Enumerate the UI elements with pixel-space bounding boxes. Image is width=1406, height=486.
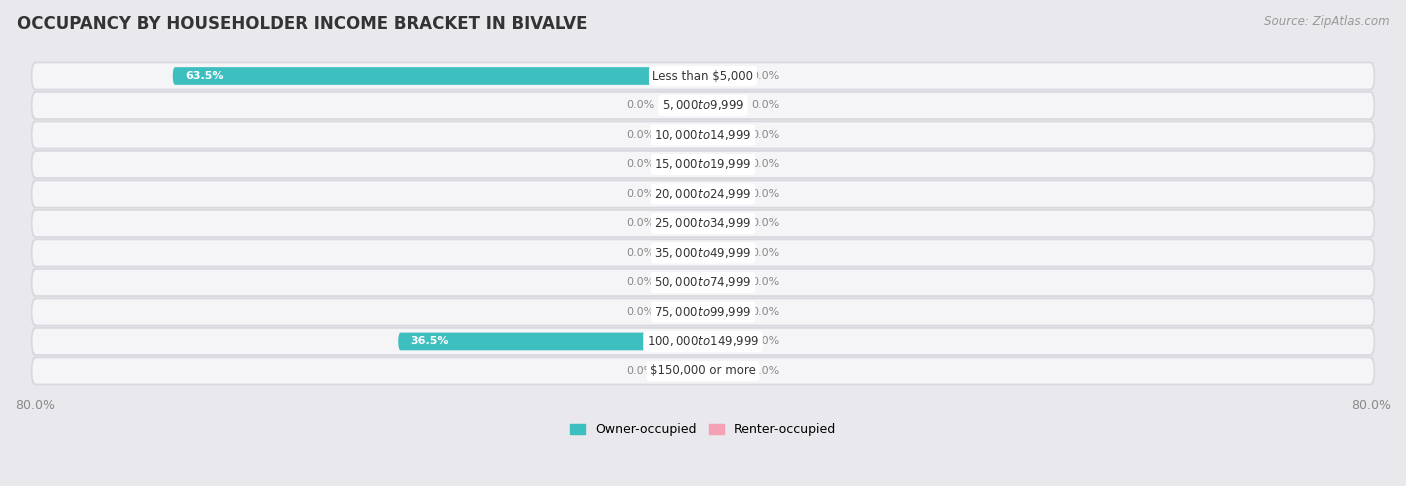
FancyBboxPatch shape	[32, 181, 1374, 207]
Text: 0.0%: 0.0%	[751, 248, 780, 258]
Text: $15,000 to $19,999: $15,000 to $19,999	[654, 157, 752, 172]
FancyBboxPatch shape	[703, 362, 745, 380]
Text: $5,000 to $9,999: $5,000 to $9,999	[662, 99, 744, 112]
FancyBboxPatch shape	[703, 67, 745, 85]
FancyBboxPatch shape	[398, 332, 703, 350]
FancyBboxPatch shape	[703, 274, 745, 291]
FancyBboxPatch shape	[703, 303, 745, 321]
Text: 0.0%: 0.0%	[626, 307, 655, 317]
FancyBboxPatch shape	[661, 215, 703, 232]
FancyBboxPatch shape	[661, 156, 703, 174]
Text: 0.0%: 0.0%	[751, 101, 780, 110]
FancyBboxPatch shape	[703, 126, 745, 144]
Legend: Owner-occupied, Renter-occupied: Owner-occupied, Renter-occupied	[565, 418, 841, 441]
FancyBboxPatch shape	[31, 297, 1375, 327]
Text: 0.0%: 0.0%	[626, 278, 655, 287]
Text: 0.0%: 0.0%	[751, 71, 780, 81]
Text: Source: ZipAtlas.com: Source: ZipAtlas.com	[1264, 15, 1389, 28]
FancyBboxPatch shape	[31, 268, 1375, 297]
FancyBboxPatch shape	[703, 244, 745, 262]
FancyBboxPatch shape	[31, 121, 1375, 149]
Text: 0.0%: 0.0%	[751, 159, 780, 170]
FancyBboxPatch shape	[32, 93, 1374, 118]
Text: 0.0%: 0.0%	[626, 159, 655, 170]
Text: $10,000 to $14,999: $10,000 to $14,999	[654, 128, 752, 142]
Text: 0.0%: 0.0%	[751, 366, 780, 376]
FancyBboxPatch shape	[31, 179, 1375, 208]
FancyBboxPatch shape	[32, 152, 1374, 177]
Text: 63.5%: 63.5%	[186, 71, 224, 81]
FancyBboxPatch shape	[661, 244, 703, 262]
Text: 0.0%: 0.0%	[751, 307, 780, 317]
Text: 0.0%: 0.0%	[626, 248, 655, 258]
Text: $20,000 to $24,999: $20,000 to $24,999	[654, 187, 752, 201]
FancyBboxPatch shape	[32, 299, 1374, 325]
FancyBboxPatch shape	[32, 240, 1374, 266]
FancyBboxPatch shape	[703, 185, 745, 203]
Text: 0.0%: 0.0%	[751, 336, 780, 347]
Text: $35,000 to $49,999: $35,000 to $49,999	[654, 246, 752, 260]
Text: 0.0%: 0.0%	[751, 278, 780, 287]
Text: 0.0%: 0.0%	[751, 189, 780, 199]
FancyBboxPatch shape	[703, 97, 745, 114]
FancyBboxPatch shape	[32, 63, 1374, 88]
Text: 0.0%: 0.0%	[626, 366, 655, 376]
FancyBboxPatch shape	[661, 97, 703, 114]
FancyBboxPatch shape	[661, 303, 703, 321]
FancyBboxPatch shape	[31, 327, 1375, 356]
Text: $150,000 or more: $150,000 or more	[650, 364, 756, 378]
Text: OCCUPANCY BY HOUSEHOLDER INCOME BRACKET IN BIVALVE: OCCUPANCY BY HOUSEHOLDER INCOME BRACKET …	[17, 15, 588, 33]
Text: 0.0%: 0.0%	[751, 219, 780, 228]
FancyBboxPatch shape	[31, 357, 1375, 385]
FancyBboxPatch shape	[31, 62, 1375, 90]
FancyBboxPatch shape	[32, 122, 1374, 148]
FancyBboxPatch shape	[31, 91, 1375, 120]
Text: $25,000 to $34,999: $25,000 to $34,999	[654, 216, 752, 230]
FancyBboxPatch shape	[173, 67, 703, 85]
FancyBboxPatch shape	[32, 358, 1374, 383]
Text: $75,000 to $99,999: $75,000 to $99,999	[654, 305, 752, 319]
Text: 36.5%: 36.5%	[411, 336, 450, 347]
Text: 0.0%: 0.0%	[626, 219, 655, 228]
FancyBboxPatch shape	[661, 362, 703, 380]
Text: Less than $5,000: Less than $5,000	[652, 69, 754, 83]
FancyBboxPatch shape	[32, 211, 1374, 236]
Text: 0.0%: 0.0%	[626, 189, 655, 199]
Text: 0.0%: 0.0%	[751, 130, 780, 140]
FancyBboxPatch shape	[703, 156, 745, 174]
FancyBboxPatch shape	[661, 185, 703, 203]
FancyBboxPatch shape	[661, 126, 703, 144]
FancyBboxPatch shape	[32, 329, 1374, 354]
Text: $100,000 to $149,999: $100,000 to $149,999	[647, 334, 759, 348]
Text: $50,000 to $74,999: $50,000 to $74,999	[654, 276, 752, 290]
FancyBboxPatch shape	[31, 209, 1375, 238]
FancyBboxPatch shape	[32, 270, 1374, 295]
FancyBboxPatch shape	[661, 274, 703, 291]
FancyBboxPatch shape	[31, 150, 1375, 179]
Text: 0.0%: 0.0%	[626, 101, 655, 110]
FancyBboxPatch shape	[703, 332, 745, 350]
FancyBboxPatch shape	[31, 239, 1375, 267]
FancyBboxPatch shape	[703, 215, 745, 232]
Text: 0.0%: 0.0%	[626, 130, 655, 140]
